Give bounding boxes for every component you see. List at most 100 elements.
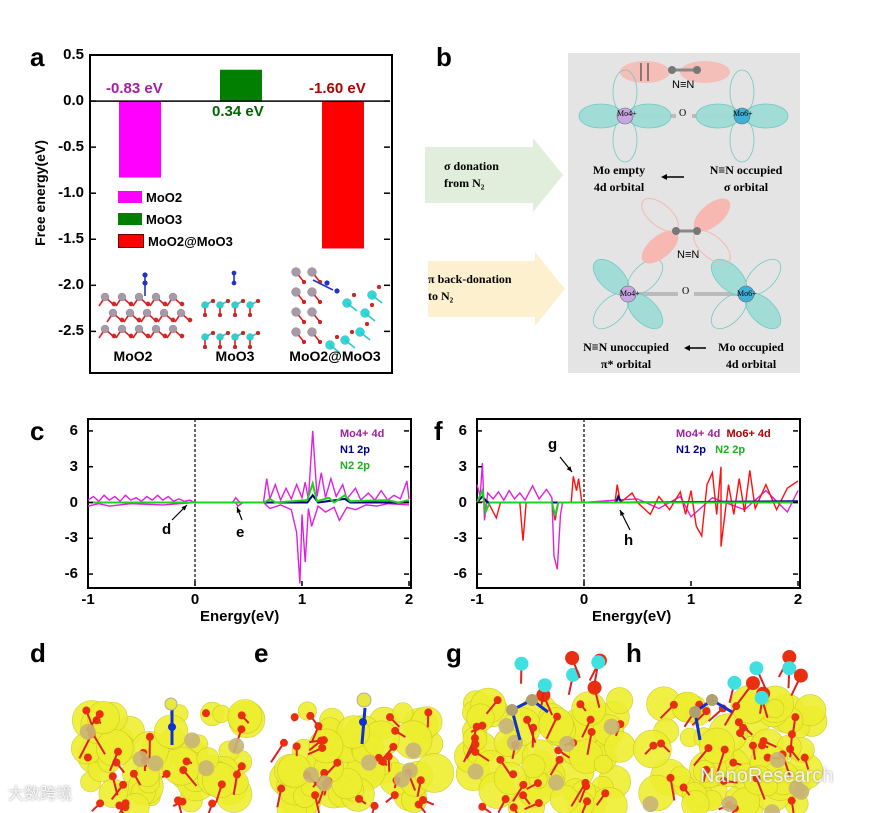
nitrogen-atom [706,694,718,706]
atom [291,327,301,337]
mo-atom [769,751,786,768]
panel-label-h: h [626,638,642,668]
oxygen-atom [290,713,299,722]
atom [793,668,808,683]
oxygen-atom [179,766,188,775]
oxygen-label: O [682,286,690,297]
oxygen-atom [478,802,487,811]
arrow-head-icon [566,466,572,472]
atom [232,344,238,350]
oxygen-atom [419,796,428,805]
atom [111,333,117,339]
mo-atom [737,285,755,303]
legend-label: MoO2 [146,189,183,205]
legend-label: MoO2@MoO3 [148,233,233,249]
atom [587,680,602,695]
atom [317,299,323,305]
mo-atom [616,107,634,125]
atom [231,301,239,309]
oxygen-atom [553,712,562,721]
moo3-structure [201,270,261,350]
x-tick-label: 1 [297,591,307,608]
bar-moo2 [119,101,161,178]
n2-label: N≡N [677,249,700,261]
legend-swatch [118,234,144,248]
atom [591,655,606,670]
oxygen-atom [581,778,590,787]
atom [246,333,254,341]
panel-label-g: g [446,638,462,668]
atom [100,292,110,302]
legend: Mo4+ 4d Mo6+ 4d N1 2p N2 2p [676,426,794,458]
atom [128,333,134,339]
oxygen-atom [787,796,796,805]
oxygen-atom [390,791,399,800]
oxygen-atom [277,784,286,793]
atom [301,339,307,345]
n-n-bond [693,698,733,741]
mo-atom [393,771,410,788]
structure-label: MoO2 [113,348,153,364]
series-n2-2p [476,487,798,516]
plot-frame [89,54,393,374]
atom [100,324,110,334]
charge-density-image-e [269,670,455,813]
atom [754,690,769,705]
atom [231,280,237,286]
atom [119,317,125,323]
atom [145,333,151,339]
charge-isosurface [698,727,735,764]
atom [376,284,382,290]
annotation-g: g [548,436,558,453]
atom [125,308,135,318]
y-tick-label: 6 [458,421,467,439]
atom [128,301,134,307]
mo-atom [79,723,96,740]
charge-density-image-h [633,650,828,813]
atom [307,287,317,297]
oxygen-atom [732,702,741,711]
oxygen-atom [734,718,743,727]
mo-atom [228,737,245,754]
atom [240,298,246,304]
heterostructure-structure [291,267,383,354]
n-n-bond [510,698,549,741]
atom [232,312,238,318]
oxygen-label: O [679,108,687,119]
legend-label: MoO3 [146,211,183,227]
x-tick-label: 0 [190,591,200,608]
oxygen-atom [493,696,502,705]
charge-isosurface [414,753,455,793]
atom [168,292,178,302]
y-tick-label: -3 [453,529,467,547]
bond [364,312,376,322]
y-tick-label: 3 [458,457,467,475]
annotation-e: e [236,524,245,541]
oxygen-atom [384,752,393,761]
oxygen-atom [385,713,394,722]
atom [231,270,237,276]
oxygen-atom [129,769,138,778]
oxygen-atom [669,700,678,709]
mo-atom [733,107,751,125]
n2-pi-star-orbital [641,198,731,264]
atom [324,280,330,286]
atom [142,272,148,278]
pi-backdonation-arrow [428,252,565,326]
legend-label: N1 2p [676,444,706,456]
y-tick-label: -1.5 [58,230,84,248]
atom [111,301,117,307]
oxygen-atom [666,773,675,782]
atom [514,656,529,671]
mo-atom [198,760,215,777]
y-tick-label: 0 [69,493,78,511]
oxygen-atom [162,769,171,778]
oxygen-atom [729,758,738,767]
oxygen-atom [119,780,128,789]
mo-occupied-orbital-text: Mo occupied 4d orbital [718,340,784,371]
bar-moo2-moo3 [322,101,364,249]
charge-isosurface [95,729,134,767]
annotation-h: h [624,532,634,549]
atom [565,651,580,666]
